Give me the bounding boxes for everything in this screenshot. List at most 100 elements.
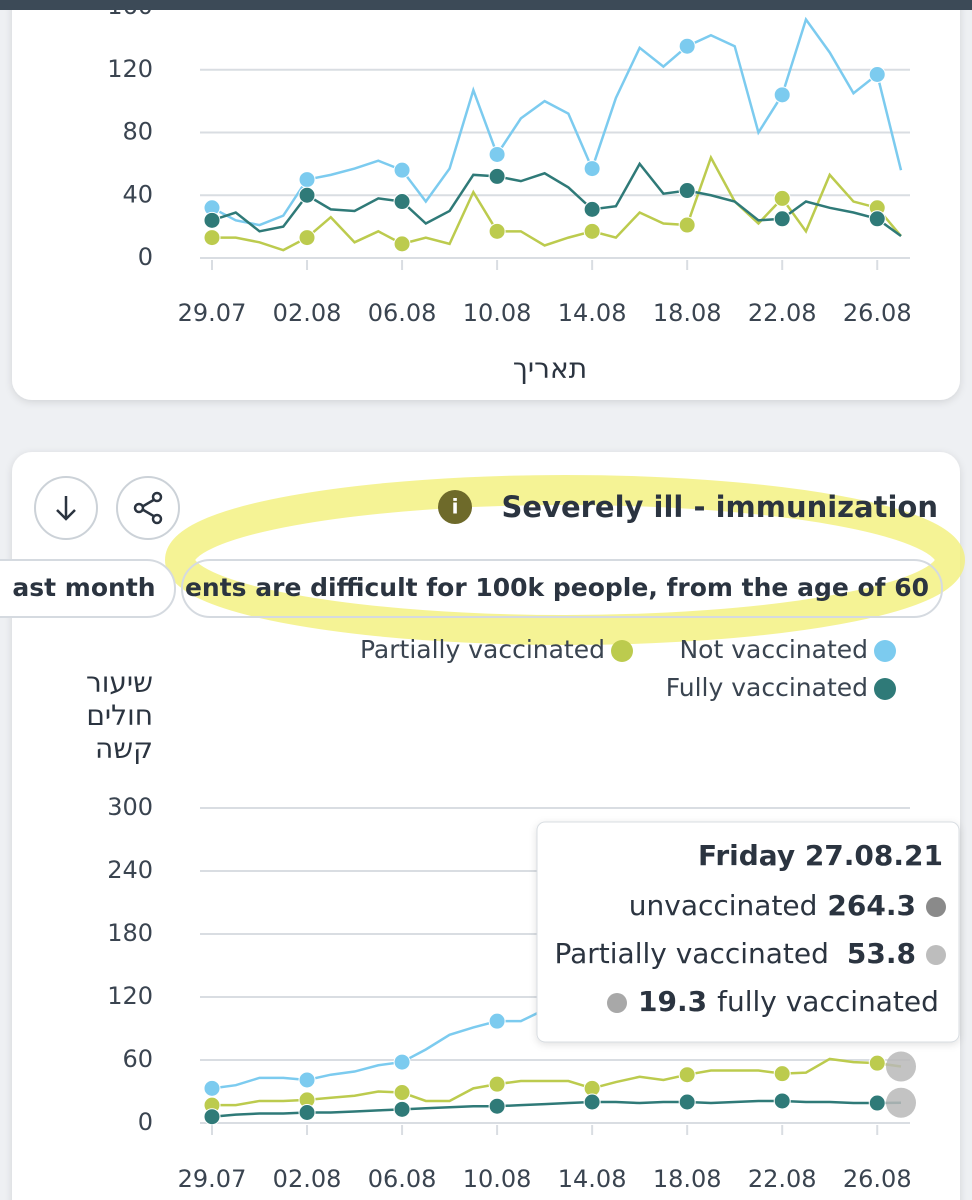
x-tick-label: 18.08 xyxy=(653,1165,722,1193)
y-axis-label: חולים xyxy=(86,699,153,732)
tooltip-label: unvaccinated xyxy=(629,889,818,922)
marker xyxy=(678,37,696,55)
marker xyxy=(678,1093,696,1111)
marker xyxy=(298,1104,316,1121)
tooltip-row: 19.3 fully vaccinated xyxy=(638,985,939,1018)
marker xyxy=(488,167,506,185)
marker xyxy=(773,1065,791,1083)
legend-swatch xyxy=(874,678,896,700)
share-button[interactable] xyxy=(116,476,180,540)
marker xyxy=(773,86,791,104)
top-bar xyxy=(0,0,972,10)
info-glyph: i xyxy=(452,495,459,519)
marker xyxy=(203,1079,221,1097)
x-tick-label: 02.08 xyxy=(273,1165,342,1193)
card xyxy=(12,0,960,400)
y-tick-label: 300 xyxy=(107,793,153,821)
y-tick-label: 120 xyxy=(107,982,153,1010)
marker xyxy=(868,1054,886,1072)
marker xyxy=(298,171,316,189)
tooltip-dot xyxy=(926,945,946,965)
x-tick-label: 10.08 xyxy=(463,1165,532,1193)
hover-marker xyxy=(886,1087,916,1118)
chart: 0408012016029.0702.0806.0810.0814.0818.0… xyxy=(107,0,911,327)
marker xyxy=(583,222,601,240)
marker xyxy=(678,216,696,234)
tooltip-dot xyxy=(607,993,627,1013)
marker xyxy=(393,1053,411,1071)
marker xyxy=(298,229,316,247)
tooltip-label: fully vaccinated xyxy=(717,985,939,1018)
tooltip-row: unvaccinated 264.3 xyxy=(629,889,916,922)
x-tick-label: 22.08 xyxy=(748,1165,817,1193)
x-tick-label: 29.07 xyxy=(178,1165,247,1193)
legend-label: Partially vaccinated xyxy=(360,635,605,664)
legend-label: Fully vaccinated xyxy=(666,673,868,702)
marker xyxy=(583,1093,601,1111)
tooltip-value: 53.8 xyxy=(847,937,916,970)
legend-swatch xyxy=(874,640,896,662)
x-axis-label: תאריך xyxy=(513,352,587,385)
y-tick-label: 180 xyxy=(107,919,153,947)
marker xyxy=(773,1092,791,1110)
tooltip-title: Friday 27.08.21 xyxy=(698,839,943,872)
marker xyxy=(583,200,601,218)
x-tick-label: 14.08 xyxy=(558,1165,627,1193)
tooltip-dot xyxy=(926,897,946,917)
series-line xyxy=(211,16,903,227)
tooltip-value: 264.3 xyxy=(827,889,916,922)
x-tick-label: 10.08 xyxy=(463,299,532,327)
tooltip-value: 19.3 xyxy=(638,985,707,1018)
marker xyxy=(678,1066,696,1084)
tooltip-box xyxy=(536,821,960,1043)
hover-marker xyxy=(886,1051,916,1082)
y-tick-label: 240 xyxy=(107,856,153,884)
marker xyxy=(868,1094,886,1112)
marker xyxy=(678,182,696,200)
y-tick-label: 40 xyxy=(122,180,153,208)
y-axis-label: קשה xyxy=(95,732,153,765)
x-tick-label: 14.08 xyxy=(558,299,627,327)
x-tick-label: 29.07 xyxy=(178,299,247,327)
x-tick-label: 26.08 xyxy=(843,1165,912,1193)
y-tick-label: 0 xyxy=(138,1108,153,1136)
tab-label: ents are difficult for 100k people, from… xyxy=(185,573,929,602)
marker xyxy=(773,210,791,228)
download-icon xyxy=(56,496,76,521)
y-tick-label: 120 xyxy=(107,55,153,83)
x-tick-label: 18.08 xyxy=(653,299,722,327)
x-tick-label: 06.08 xyxy=(368,1165,437,1193)
marker xyxy=(203,229,221,247)
y-tick-label: 60 xyxy=(122,1045,153,1073)
marker xyxy=(393,1084,411,1102)
marker xyxy=(488,1075,506,1093)
legend-swatch xyxy=(611,640,633,662)
y-tick-label: 80 xyxy=(122,118,153,146)
share-icon xyxy=(133,491,163,525)
marker xyxy=(868,210,886,228)
marker xyxy=(203,1108,221,1126)
x-tick-label: 06.08 xyxy=(368,299,437,327)
tab-label: ast month xyxy=(12,573,155,602)
tab[interactable] xyxy=(0,559,176,618)
marker xyxy=(868,65,886,83)
marker xyxy=(298,1071,316,1089)
y-axis-label: שיעור xyxy=(86,666,153,699)
y-tick-label: 0 xyxy=(138,243,153,271)
x-tick-label: 22.08 xyxy=(748,299,817,327)
x-tick-label: 26.08 xyxy=(843,299,912,327)
marker xyxy=(203,211,221,229)
info-icon[interactable] xyxy=(438,490,472,524)
marker xyxy=(298,186,316,204)
marker xyxy=(488,222,506,240)
tab[interactable] xyxy=(181,559,943,618)
marker xyxy=(488,1012,506,1030)
x-tick-label: 02.08 xyxy=(273,299,342,327)
highlight xyxy=(165,475,965,645)
card-title: Severely ill - immunization xyxy=(501,490,938,524)
marker xyxy=(488,145,506,163)
marker xyxy=(583,160,601,178)
marker xyxy=(393,193,411,211)
